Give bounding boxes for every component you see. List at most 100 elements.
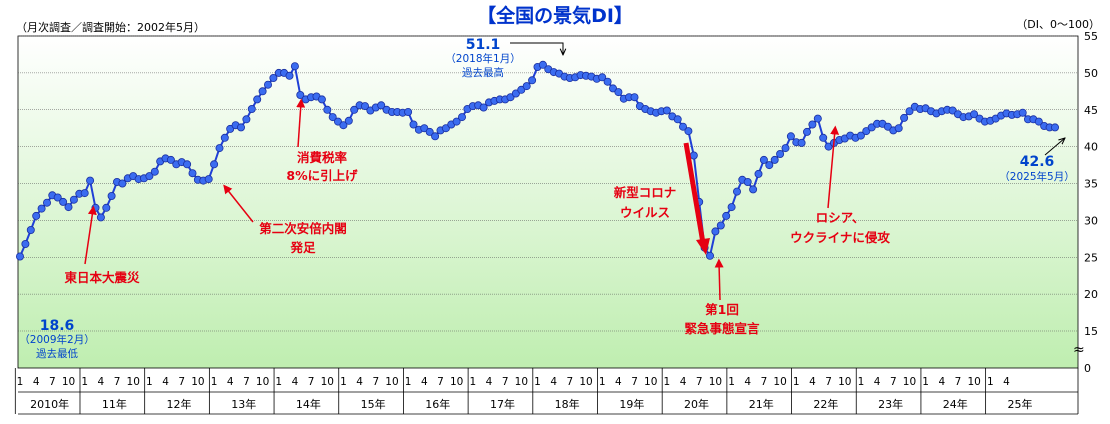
x-month-tick-label: 4 [874,376,881,388]
tax-label-1: 消費税率 [297,150,348,165]
data-point [609,84,618,93]
data-point [59,197,68,206]
russia-label-2: ウクライナに侵攻 [790,230,890,245]
data-point [786,132,795,141]
data-point [684,127,693,136]
x-month-tick-label: 7 [308,376,315,388]
annotation-min: 18.6 （2009年2月） 過去最低 [19,318,94,360]
y-tick-label: 20 [1084,288,1098,301]
y-tick-label: 25 [1084,251,1098,264]
quake-arrow [84,205,97,265]
data-point [258,87,267,96]
data-point [808,120,817,129]
y-tick-label: 50 [1084,67,1098,80]
data-point [948,106,957,115]
max-date: （2018年1月） [445,52,520,65]
y-tick-label: 45 [1084,104,1098,117]
min-value: 18.6 [40,318,75,334]
data-point [285,71,294,80]
plot-area [17,35,1079,369]
quake-label: 東日本大震災 [64,270,140,285]
x-month-tick-label: 4 [1003,376,1010,388]
max-label: 過去最高 [462,66,504,79]
corona-label-2: ウイルス [620,205,670,220]
data-point [662,106,671,115]
data-point [236,123,245,132]
abe-label-2: 発足 [289,240,316,255]
data-point [716,221,725,230]
data-point [425,127,434,136]
data-point [743,177,752,186]
x-month-tick-label: 7 [372,376,379,388]
data-point [15,252,24,261]
data-point [150,167,159,176]
subtitle-right: （DI、0〜100） [1016,18,1100,31]
data-point [118,179,127,188]
data-point [333,117,342,126]
data-point [226,124,235,133]
emergency-label-2: 緊急事態宣言 [684,321,760,336]
data-point [43,198,52,207]
russia-label-1: ロシア、 [816,210,865,225]
data-point [813,114,822,123]
y-tick-label: 30 [1084,214,1098,227]
x-month-tick-label: 7 [631,376,638,388]
data-point [803,127,812,136]
x-month-tick-label: 7 [178,376,185,388]
data-point [598,73,607,82]
data-point [377,101,386,110]
x-year-label: 18年 [555,397,580,411]
x-month-tick-label: 1 [534,376,541,388]
data-point [166,155,175,164]
data-point [522,82,531,91]
data-point [856,131,865,140]
data-point [452,117,461,126]
x-year-label: 15年 [361,397,386,411]
annotation-corona: 新型コロナ ウイルス [614,142,710,255]
x-month-tick-label: 10 [127,376,140,388]
x-month-tick-label: 7 [567,376,574,388]
data-point [360,102,369,111]
data-point [1034,117,1043,126]
x-month-tick-label: 10 [321,376,334,388]
tax-label-2: 8%に引上げ [286,168,358,183]
x-year-label: 22年 [813,397,838,411]
x-year-label: 12年 [167,397,192,411]
x-month-tick-label: 1 [793,376,800,388]
emergency-label-1: 第1回 [705,302,739,317]
x-month-tick-label: 7 [243,376,250,388]
y-axis-labels: 55 50 45 40 35 30 25 20 15 0 [1084,30,1098,375]
corona-arrow [683,142,706,244]
x-month-tick-label: 1 [728,376,735,388]
data-point [867,123,876,132]
data-point [431,132,440,141]
data-point [722,211,731,220]
x-month-tick-label: 7 [696,376,703,388]
data-point [183,160,192,169]
data-point [457,113,466,122]
data-point [797,138,806,147]
x-month-tick-label: 10 [838,376,851,388]
data-point [145,172,154,181]
x-month-tick-label: 10 [256,376,269,388]
data-point [781,144,790,153]
data-point [673,115,682,124]
data-point [64,203,73,212]
data-point [711,227,720,236]
min-date: （2009年2月） [19,333,94,346]
x-month-tick-label: 7 [761,376,768,388]
data-point [242,115,251,124]
data-point [528,76,537,85]
x-month-tick-label: 4 [809,376,816,388]
data-point [905,107,914,116]
emergency-arrow [714,258,724,301]
y-tick-label: 0 [1084,362,1091,375]
latest-value: 42.6 [1020,154,1055,170]
data-point [970,110,979,119]
x-month-tick-label: 10 [515,376,528,388]
data-point [862,127,871,136]
subtitle-left: （月次調査／調査開始：2002年5月） [16,20,205,34]
x-month-tick-label: 1 [599,376,606,388]
x-month-tick-label: 1 [275,376,282,388]
x-month-tick-label: 7 [114,376,121,388]
